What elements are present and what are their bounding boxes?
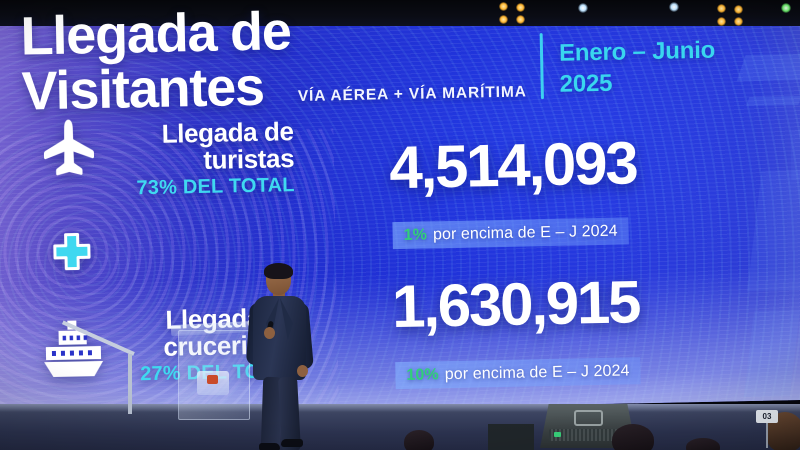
- seat-sign-pole: [766, 423, 768, 448]
- stage-equipment-case: [488, 424, 534, 450]
- cruise-value: 1,630,915: [391, 268, 640, 341]
- speaker-power-led: [554, 432, 561, 437]
- period-range: Enero – Junio 2025: [559, 36, 716, 101]
- speaker-grill: [549, 429, 625, 441]
- seat-row-sign: 03: [756, 410, 778, 448]
- podium-emblem-mark: [207, 375, 218, 384]
- plus-cross-icon: [49, 231, 96, 283]
- stage-light-cluster: [499, 2, 529, 24]
- tourists-label: Llegada de turistas 73% DEL TOTAL: [98, 116, 295, 200]
- podium-emblem: [197, 371, 229, 395]
- stage-spot-light: [669, 2, 679, 12]
- stage-spot-light: [578, 3, 588, 13]
- tourists-growth-text: por encima de E – J 2024: [432, 222, 618, 243]
- cruise-growth-text: por encima de E – J 2024: [444, 361, 630, 383]
- tourists-growth-badge: 1% por encima de E – J 2024: [392, 217, 629, 250]
- tourists-label-line2: turistas: [203, 143, 295, 175]
- tourists-growth-percent: 1%: [403, 225, 428, 244]
- presenter-right-hand: [297, 365, 308, 377]
- presenter-hair: [264, 263, 293, 279]
- floor-edge-highlight: [0, 404, 800, 412]
- speaker-handle: [574, 410, 603, 426]
- stage-handrail-post: [128, 354, 132, 414]
- stage-spot-light: [781, 3, 791, 13]
- acrylic-podium: [170, 320, 258, 420]
- period-year: 2025: [559, 69, 613, 98]
- presenter-right-shoe: [281, 439, 303, 447]
- tourists-value: 4,514,093: [388, 129, 638, 202]
- presenter-left-hand: [264, 327, 275, 339]
- audience-head: [612, 424, 654, 450]
- cruise-ship-icon: [36, 318, 109, 386]
- stage-floor: [0, 404, 800, 450]
- period-months: Enero – Junio: [558, 36, 716, 67]
- audience-head: [404, 430, 434, 450]
- presenter-suit-jacket: [253, 296, 306, 380]
- cruise-growth-percent: 10%: [406, 365, 439, 384]
- cruise-growth-badge: 10% por encima de E – J 2024: [395, 357, 641, 390]
- seat-row-number: 03: [756, 410, 778, 423]
- tourists-share: 73% DEL TOTAL: [136, 174, 295, 200]
- airplane-icon: [42, 118, 95, 186]
- ceiling-dark-band: [0, 0, 800, 26]
- header-divider: [539, 33, 544, 100]
- stage-light-cluster: [717, 4, 747, 26]
- presenter-person: [240, 263, 320, 450]
- audience-head: [686, 438, 720, 450]
- presenter-left-shoe: [259, 443, 280, 450]
